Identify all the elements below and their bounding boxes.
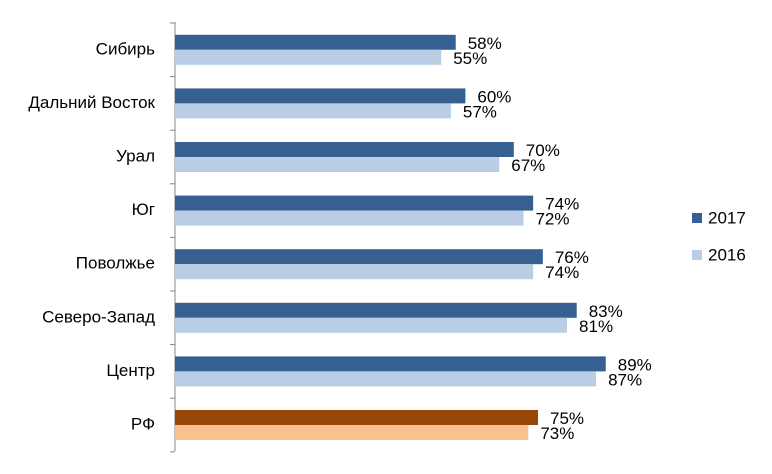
value-label: 89%: [618, 355, 652, 374]
category-label: Поволжье: [76, 254, 155, 273]
value-label: 67%: [511, 156, 545, 175]
bar: [175, 425, 529, 440]
value-label: 60%: [477, 87, 511, 106]
value-label: 74%: [545, 195, 579, 214]
category-label: Центр: [106, 361, 155, 380]
bar: [175, 371, 597, 387]
legend-swatch: [692, 250, 702, 260]
category-label: Дальний Восток: [28, 93, 155, 112]
value-label: 70%: [526, 141, 560, 160]
value-label: 58%: [468, 34, 502, 53]
legend-label: 2017: [708, 208, 746, 227]
bar: [175, 249, 543, 265]
bar: [175, 210, 524, 226]
value-label: 55%: [453, 49, 487, 68]
bar: [175, 410, 538, 425]
bar: [175, 88, 466, 104]
bar: [175, 103, 451, 119]
category-label: Северо-Запад: [42, 307, 155, 326]
value-label: 57%: [463, 102, 497, 121]
bar: [175, 264, 534, 280]
bar: [175, 317, 568, 333]
value-label: 76%: [555, 248, 589, 267]
category-label: РФ: [131, 414, 155, 433]
bar: [175, 157, 500, 172]
category-label: Юг: [132, 200, 155, 219]
legend-label: 2016: [708, 245, 746, 264]
category-label: Урал: [116, 146, 155, 165]
value-label: 81%: [579, 317, 613, 336]
bar: [175, 49, 442, 65]
value-label: 73%: [540, 424, 574, 443]
value-label: 87%: [608, 370, 642, 389]
value-label: 75%: [550, 409, 584, 428]
value-label: 74%: [545, 263, 579, 282]
bar: [175, 356, 606, 372]
value-label: 83%: [589, 302, 623, 321]
bar: [175, 302, 577, 318]
legend-swatch: [692, 213, 702, 223]
bar: [175, 195, 534, 211]
bar: [175, 142, 514, 157]
bar: [175, 34, 456, 50]
category-label: Сибирь: [96, 39, 155, 58]
value-label: 72%: [535, 210, 569, 229]
